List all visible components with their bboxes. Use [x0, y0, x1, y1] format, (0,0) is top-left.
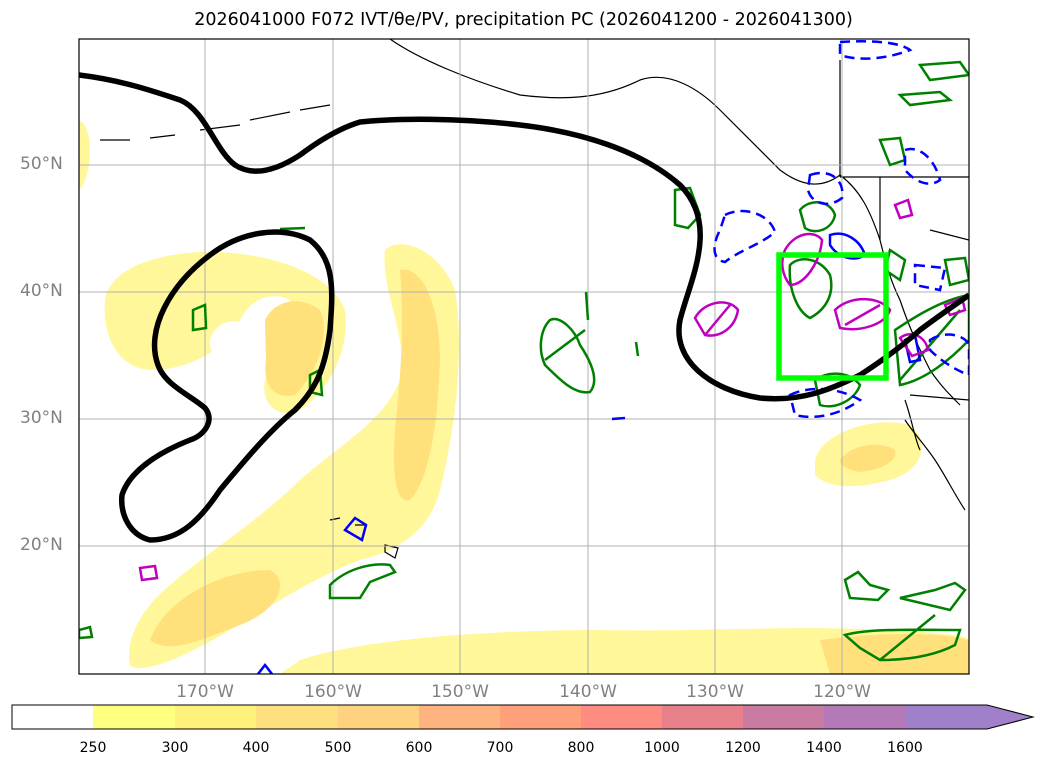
- colorbar-tick-label: 800: [567, 740, 595, 756]
- blue-dashed-contour: [838, 40, 913, 60]
- colorbar-outline: [11, 704, 1035, 730]
- colorbar-tick-label: 250: [79, 740, 107, 756]
- longitude-label: 120°W: [813, 682, 871, 702]
- blue-contours: [257, 40, 969, 674]
- map-title: 2026041000 F072 IVT/θe/PV, precipitation…: [194, 10, 853, 30]
- longitude-label: 170°W: [176, 682, 234, 702]
- colorbar-segment: [500, 705, 581, 729]
- ivt-left-edge: [79, 120, 90, 190]
- precip-contour: [833, 297, 892, 331]
- colorbar-segment: [662, 705, 743, 729]
- theta-e-contour: [897, 90, 954, 107]
- coastlines: [100, 39, 969, 559]
- border-us-mexico: [909, 394, 969, 401]
- inland-borders: [839, 60, 969, 241]
- longitude-label: 130°W: [686, 682, 744, 702]
- colorbar-segment: [419, 705, 500, 729]
- theta-e-contour: [634, 341, 640, 357]
- theta-e-contour: [917, 60, 969, 82]
- ivt-hole: [209, 321, 251, 359]
- theta-e-contour: [943, 256, 969, 287]
- theta-e-contour: [798, 201, 837, 233]
- colorbar-tick-label: 400: [242, 740, 270, 756]
- theta-e-contour: [878, 136, 907, 167]
- colorbar-extend-arrow: [905, 705, 1033, 729]
- blue-dashed-contour: [713, 209, 777, 264]
- pv-contour: [79, 72, 969, 402]
- precip-contour: [138, 564, 159, 582]
- baja: [904, 399, 921, 451]
- blue-dashed-contour: [913, 263, 947, 292]
- precip-contour: [781, 232, 824, 287]
- blue-solid-contour: [257, 662, 273, 674]
- colorbar-tick-label: 700: [486, 740, 514, 756]
- theta-e-contour: [191, 303, 208, 332]
- ivt-main-band: [129, 244, 460, 669]
- theta-e-contour: [673, 186, 702, 230]
- blue-solid-contour: [611, 416, 626, 421]
- latitude-label: 40°N: [20, 281, 63, 301]
- theta-e-contour: [893, 293, 969, 387]
- colorbar-segment: [93, 705, 175, 729]
- hawaii: [329, 517, 399, 559]
- precip-contour: [898, 333, 930, 358]
- latitude-label: 30°N: [20, 408, 63, 428]
- aleutian-islands: [100, 104, 331, 141]
- map-plot-area: [79, 39, 969, 674]
- latitude-label: 50°N: [20, 154, 63, 174]
- alaska-coast: [389, 39, 841, 185]
- colorbar-segment: [338, 705, 419, 729]
- colorbar-tick-label: 1000: [644, 740, 680, 756]
- colorbar-tick-label: 1600: [887, 740, 923, 756]
- precip-contour: [693, 301, 740, 337]
- colorbar-segment: [743, 705, 824, 729]
- colorbar-segment: [581, 705, 662, 729]
- ivt-main-core: [393, 269, 440, 501]
- theta-e-contours: [79, 60, 969, 662]
- blue-dashed-contour: [903, 147, 942, 185]
- ivt-east-core: [840, 444, 896, 472]
- theta-e-contour: [842, 614, 962, 662]
- blue-dashed-contour: [928, 333, 969, 377]
- colorbar-segment: [12, 705, 93, 729]
- latitude-label: 20°N: [20, 535, 63, 555]
- colorbar-tick-label: 600: [405, 740, 433, 756]
- ivt-south-band: [280, 628, 969, 674]
- theta-e-contour: [843, 570, 891, 602]
- blue-solid-contour: [343, 516, 368, 542]
- ivt-swirl-core: [265, 301, 324, 396]
- longitude-label: 140°W: [559, 682, 617, 702]
- colorbar-segment: [175, 705, 256, 729]
- pv-contour: [119, 229, 335, 543]
- precip-contour: [893, 198, 914, 220]
- blue-dashed-contour: [788, 387, 863, 419]
- plot-frame: [78, 38, 970, 675]
- colorbar-tick-label: 1200: [725, 740, 761, 756]
- longitude-label: 160°W: [304, 682, 362, 702]
- theta-e-contour: [279, 226, 306, 231]
- theta-e-contour: [328, 563, 397, 600]
- focus-region-box: [776, 252, 889, 381]
- blue-dashed-contour: [806, 171, 844, 206]
- theta-e-contour: [899, 581, 967, 612]
- colorbar-tick-label: 300: [161, 740, 189, 756]
- colorbar-tick-label: 500: [324, 740, 352, 756]
- colorbar-tick-label: 1400: [806, 740, 842, 756]
- ivt-sw-core: [150, 570, 280, 647]
- precip-contours: [138, 198, 967, 582]
- theta-e-contour: [813, 372, 862, 408]
- longitude-label: 150°W: [431, 682, 489, 702]
- theta-e-contour: [79, 625, 94, 640]
- theta-e-contour: [308, 368, 324, 397]
- theta-e-contour: [584, 291, 590, 321]
- colorbar: [11, 704, 1035, 730]
- colorbar-segment: [256, 705, 338, 729]
- theta-e-contour: [788, 258, 833, 320]
- theta-e-contour: [539, 317, 596, 394]
- colorbar-segment: [824, 705, 905, 729]
